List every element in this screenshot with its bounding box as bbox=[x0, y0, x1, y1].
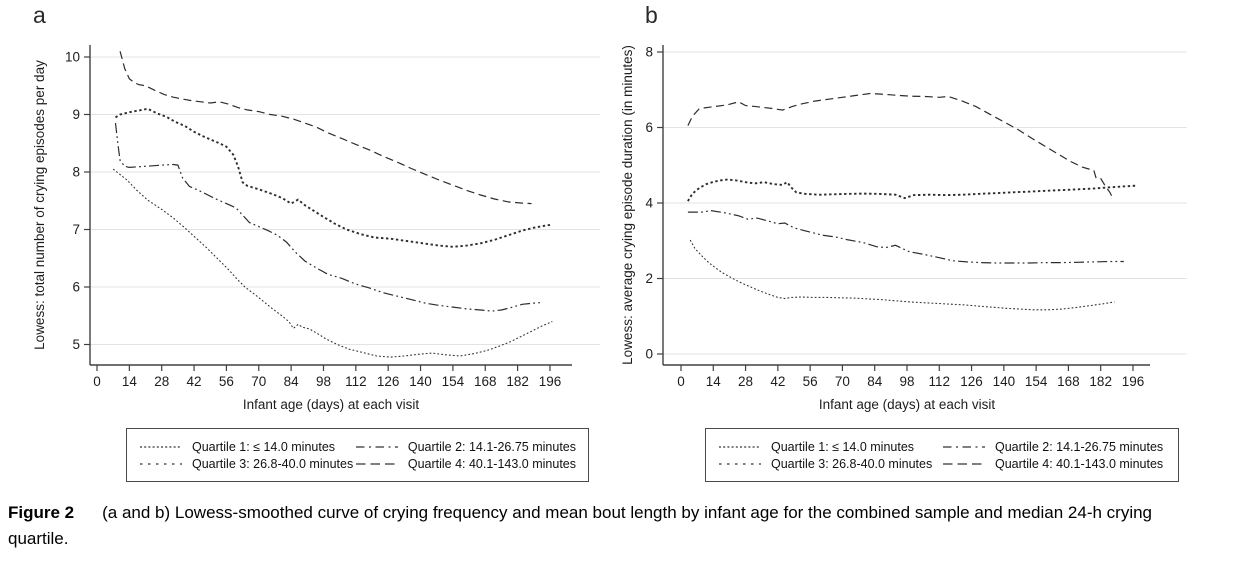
y-tick-label: 9 bbox=[72, 107, 80, 122]
legend-item-q4: Quartile 4: 40.1-143.0 minutes bbox=[942, 457, 1166, 471]
x-tick-label: 182 bbox=[1089, 374, 1112, 389]
legend-line-sample-q4 bbox=[943, 462, 985, 465]
figure-caption: Figure 2 (a and b) Lowess-smoothed curve … bbox=[8, 500, 1158, 551]
legend-label: Quartile 2: 14.1-26.75 minutes bbox=[995, 439, 1164, 454]
curve-q2 bbox=[114, 123, 544, 312]
curve-q2 bbox=[687, 209, 1124, 264]
x-tick-label: 84 bbox=[284, 374, 300, 389]
x-tick-label: 56 bbox=[803, 374, 818, 389]
x-tick-label: 126 bbox=[377, 374, 400, 389]
x-tick-label: 56 bbox=[219, 374, 234, 389]
x-tick-label: 70 bbox=[835, 374, 850, 389]
x-tick-label: 126 bbox=[960, 374, 983, 389]
curve-q1 bbox=[112, 168, 553, 358]
x-tick-label: 98 bbox=[899, 374, 914, 389]
panel-a-letter: a bbox=[33, 2, 46, 28]
x-tick-label: 154 bbox=[442, 374, 465, 389]
legend-label: Quartile 2: 14.1-26.75 minutes bbox=[407, 439, 576, 454]
legend-item-q3: Quartile 3: 26.8-40.0 minutes bbox=[139, 457, 355, 471]
x-tick-label: 84 bbox=[867, 374, 883, 389]
curve-q4 bbox=[687, 92, 1113, 198]
legend-label: Quartile 1: ≤ 14.0 minutes bbox=[771, 439, 915, 454]
x-axis-title: Infant age (days) at each visit bbox=[819, 397, 996, 412]
x-tick-label: 14 bbox=[706, 374, 722, 389]
legend-line-sample-q3 bbox=[140, 462, 182, 465]
legend-item-q3: Quartile 3: 26.8-40.0 minutes bbox=[718, 457, 942, 471]
curve-q4 bbox=[119, 51, 532, 205]
curve-q1 bbox=[689, 239, 1115, 311]
x-tick-label: 154 bbox=[1025, 374, 1048, 389]
legend-label: Quartile 3: 26.8-40.0 minutes bbox=[192, 456, 354, 471]
x-tick-label: 42 bbox=[187, 374, 202, 389]
caption-label: Figure 2 bbox=[8, 503, 75, 522]
panel-b-letter: b bbox=[645, 2, 658, 28]
y-tick-label: 0 bbox=[645, 347, 653, 362]
x-tick-label: 140 bbox=[993, 374, 1016, 389]
legend-line-sample-q4 bbox=[355, 462, 398, 465]
x-tick-label: 140 bbox=[409, 374, 432, 389]
x-tick-label: 70 bbox=[251, 374, 266, 389]
x-tick-label: 196 bbox=[539, 374, 562, 389]
y-tick-label: 4 bbox=[645, 196, 653, 211]
legend-item-q2: Quartile 2: 14.1-26.75 minutes bbox=[355, 440, 576, 454]
panel-b-chart: 0 2 4 6 8 0 14 28 42 56 70 84 98 112 126 140 154 168 182 19… bbox=[620, 45, 1187, 412]
legend-line-sample-q1 bbox=[140, 445, 182, 448]
legend-label: Quartile 4: 40.1-143.0 minutes bbox=[995, 456, 1164, 471]
x-tick-label: 98 bbox=[316, 374, 331, 389]
x-tick-label: 196 bbox=[1122, 374, 1145, 389]
legend-label: Quartile 1: ≤ 14.0 minutes bbox=[192, 439, 336, 454]
y-axis-title: Lowess: total number of crying episodes … bbox=[32, 60, 47, 350]
x-tick-label: 112 bbox=[345, 374, 367, 389]
x-tick-label: 0 bbox=[677, 374, 685, 389]
legend-line-sample-q2 bbox=[943, 445, 985, 448]
x-tick-label: 42 bbox=[770, 374, 785, 389]
x-tick-label: 112 bbox=[929, 374, 951, 389]
legend-item-q1: Quartile 1: ≤ 14.0 minutes bbox=[139, 440, 355, 454]
legend-item-q4: Quartile 4: 40.1-143.0 minutes bbox=[355, 457, 576, 471]
curve-q3 bbox=[114, 107, 551, 248]
y-tick-label: 6 bbox=[645, 120, 653, 135]
curve-q3 bbox=[687, 178, 1138, 202]
x-tick-label: 14 bbox=[122, 374, 138, 389]
legend-label: Quartile 3: 26.8-40.0 minutes bbox=[771, 456, 933, 471]
x-tick-label: 168 bbox=[1057, 374, 1080, 389]
y-tick-label: 8 bbox=[72, 165, 80, 180]
y-tick-label: 8 bbox=[645, 45, 653, 60]
legend-item-q1: Quartile 1: ≤ 14.0 minutes bbox=[718, 440, 942, 454]
x-axis-title: Infant age (days) at each visit bbox=[243, 397, 420, 412]
y-tick-label: 10 bbox=[65, 50, 80, 65]
legend-line-sample-q1 bbox=[719, 445, 761, 448]
y-tick-label: 5 bbox=[72, 337, 80, 352]
panel-b-legend: Quartile 1: ≤ 14.0 minutes Quartile 2: 14… bbox=[705, 428, 1179, 482]
x-tick-label: 28 bbox=[738, 374, 753, 389]
panel-a-legend: Quartile 1: ≤ 14.0 minutes Quartile 2: 14… bbox=[126, 428, 589, 482]
x-tick-label: 28 bbox=[154, 374, 169, 389]
y-axis-title: Lowess: average crying episode duration … bbox=[620, 45, 635, 365]
legend-line-sample-q2 bbox=[355, 445, 398, 448]
caption-text: (a and b) Lowess-smoothed curve of cryin… bbox=[8, 503, 1153, 548]
x-tick-label: 182 bbox=[506, 374, 529, 389]
legend-label: Quartile 4: 40.1-143.0 minutes bbox=[407, 456, 576, 471]
y-tick-label: 7 bbox=[72, 222, 80, 237]
x-tick-label: 168 bbox=[474, 374, 497, 389]
x-tick-label: 0 bbox=[93, 374, 101, 389]
y-tick-label: 6 bbox=[72, 280, 80, 295]
y-tick-label: 2 bbox=[645, 271, 653, 286]
legend-item-q2: Quartile 2: 14.1-26.75 minutes bbox=[942, 440, 1166, 454]
legend-line-sample-q3 bbox=[719, 462, 761, 465]
